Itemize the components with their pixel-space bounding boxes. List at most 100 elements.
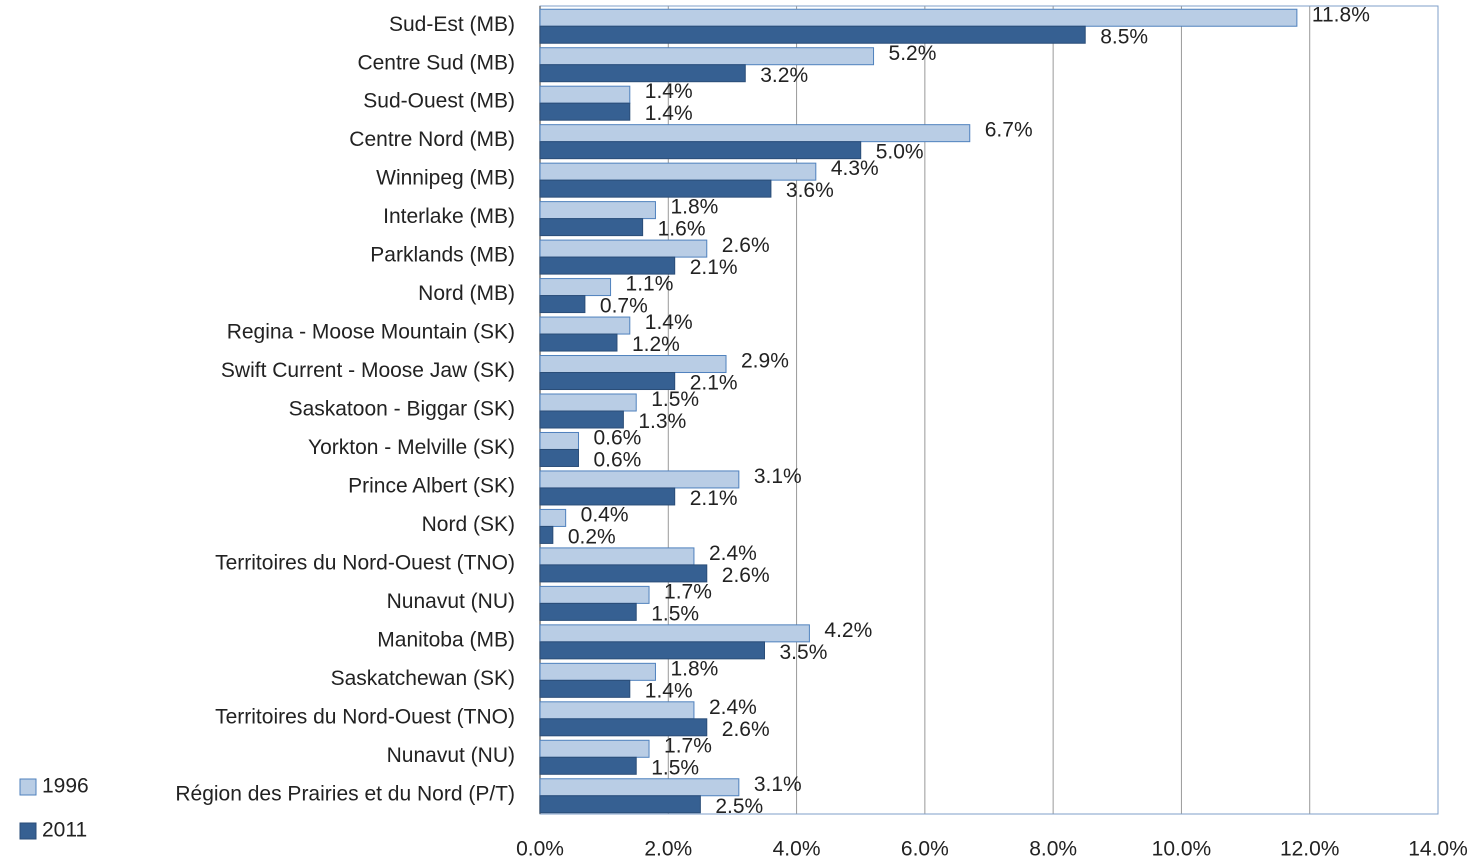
value-label: 1.8% (670, 196, 718, 219)
value-label: 1.3% (638, 410, 686, 433)
bar (539, 256, 676, 275)
x-tick-label: 4.0% (773, 838, 821, 861)
value-label: 1.4% (645, 679, 693, 702)
x-tick-label: 8.0% (1029, 838, 1077, 861)
y-tick-label: Parklands (MB) (370, 244, 515, 267)
bar (539, 162, 817, 181)
y-tick-label: Interlake (MB) (383, 205, 515, 228)
bar (539, 487, 676, 506)
value-label: 3.1% (754, 465, 802, 488)
bar (539, 393, 637, 412)
value-label: 5.0% (876, 141, 924, 164)
legend-label: 1996 (42, 775, 89, 798)
bar (539, 372, 676, 391)
y-tick-label: Regina - Moose Mountain (SK) (227, 321, 515, 344)
bar (539, 8, 1298, 27)
value-label: 2.4% (709, 542, 757, 565)
bar (539, 508, 567, 527)
value-label: 5.2% (889, 42, 937, 65)
value-label: 1.5% (651, 756, 699, 779)
bar (539, 102, 631, 121)
value-label: 2.6% (722, 564, 770, 587)
bar (539, 124, 971, 143)
value-label: 2.9% (741, 350, 789, 373)
bar (539, 201, 656, 220)
value-label: 1.5% (651, 388, 699, 411)
y-tick-label: Nunavut (NU) (387, 590, 515, 613)
bar (539, 85, 631, 104)
value-label: 1.4% (645, 311, 693, 334)
value-label: 0.4% (581, 503, 629, 526)
value-label: 2.1% (690, 256, 738, 279)
bar (539, 756, 637, 775)
bar (539, 218, 644, 237)
value-label: 0.6% (593, 427, 641, 450)
value-label: 1.7% (664, 580, 712, 603)
bar (539, 585, 650, 604)
bar (539, 141, 862, 160)
y-tick-label: Nord (MB) (418, 282, 515, 305)
bar (539, 718, 708, 737)
y-tick-label: Sud-Ouest (MB) (363, 90, 515, 113)
bar (539, 701, 695, 720)
value-label: 0.2% (568, 525, 616, 548)
legend-swatch (19, 778, 37, 796)
bar (539, 679, 631, 698)
y-tick-label: Centre Nord (MB) (349, 128, 515, 151)
legend-swatch (19, 822, 37, 840)
value-label: 3.1% (754, 773, 802, 796)
bar (539, 795, 701, 814)
value-label: 1.1% (626, 273, 674, 296)
x-tick-label: 10.0% (1152, 838, 1212, 861)
value-label: 0.7% (600, 295, 648, 318)
value-label: 1.8% (670, 657, 718, 680)
value-label: 2.6% (722, 718, 770, 741)
bar (539, 295, 586, 314)
bar (539, 448, 579, 467)
y-tick-label: Nunavut (NU) (387, 744, 515, 767)
bar (539, 662, 656, 681)
value-label: 2.6% (722, 234, 770, 257)
value-label: 2.4% (709, 696, 757, 719)
y-tick-label: Nord (SK) (422, 513, 515, 536)
x-tick-label: 0.0% (516, 838, 564, 861)
bar (539, 525, 554, 544)
value-label: 3.6% (786, 179, 834, 202)
x-tick-label: 12.0% (1280, 838, 1340, 861)
bar (539, 564, 708, 583)
y-tick-label: Saskatchewan (SK) (331, 667, 515, 690)
bar (539, 602, 637, 621)
bar (539, 470, 740, 489)
y-tick-label: Saskatoon - Biggar (SK) (289, 398, 515, 421)
y-tick-label: Winnipeg (MB) (376, 167, 515, 190)
value-label: 6.7% (985, 119, 1033, 142)
value-label: 8.5% (1100, 25, 1148, 48)
value-label: 2.1% (690, 487, 738, 510)
bar (539, 431, 579, 450)
bar (539, 333, 618, 352)
bar (539, 410, 624, 429)
y-tick-label: Manitoba (MB) (377, 628, 515, 651)
bar (539, 778, 740, 797)
y-tick-label: Yorkton - Melville (SK) (308, 436, 515, 459)
x-tick-label: 2.0% (644, 838, 692, 861)
bar (539, 624, 810, 643)
value-label: 3.5% (780, 641, 828, 664)
value-label: 3.2% (760, 64, 808, 87)
bar (539, 278, 612, 297)
value-label: 0.6% (593, 449, 641, 472)
legend-label: 2011 (42, 819, 87, 842)
bar (539, 547, 695, 566)
value-label: 1.4% (645, 80, 693, 103)
bar (539, 179, 772, 198)
bar (539, 47, 875, 66)
x-tick-label: 14.0% (1408, 838, 1468, 861)
value-label: 2.5% (715, 795, 763, 818)
bar (539, 25, 1086, 44)
bar (539, 641, 765, 660)
y-tick-label: Territoires du Nord-Ouest (TNO) (215, 551, 515, 574)
bar (539, 355, 727, 374)
y-tick-label: Sud-Est (MB) (389, 13, 515, 36)
value-label: 4.2% (824, 619, 872, 642)
